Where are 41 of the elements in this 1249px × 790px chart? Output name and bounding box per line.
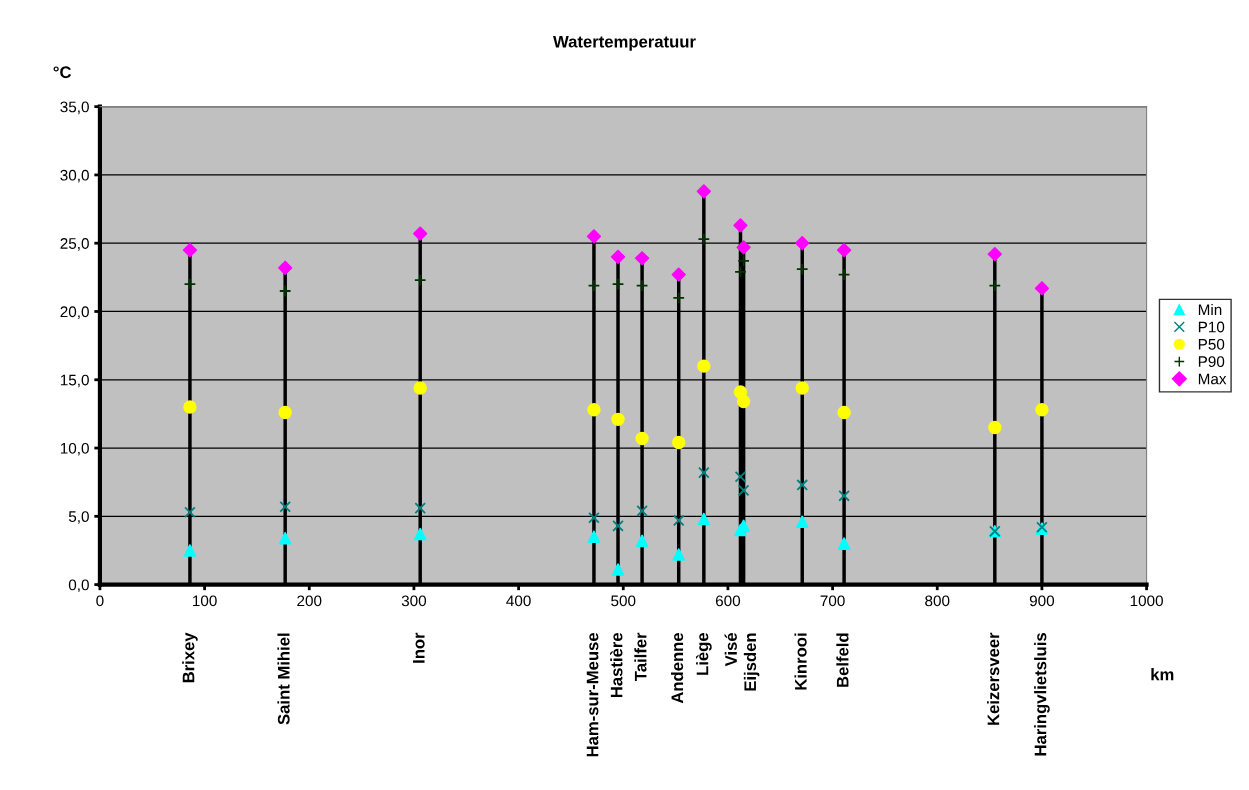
x-tick-label: 900 bbox=[1029, 595, 1055, 607]
y-tick-label: 20,0 bbox=[60, 306, 89, 319]
legend-label: P50 bbox=[1198, 338, 1225, 350]
legend-label: Min bbox=[1198, 303, 1222, 315]
x-tick-label: 400 bbox=[506, 595, 531, 607]
legend-label: Max bbox=[1198, 373, 1227, 385]
y-tick-label: 35,0 bbox=[60, 101, 89, 115]
text: Visé bbox=[724, 632, 737, 667]
x-tick-label: 0 bbox=[96, 595, 104, 607]
text: Belfeld bbox=[836, 633, 849, 687]
y-tick-label: 25,0 bbox=[60, 238, 89, 251]
y-tick-label: 5,0 bbox=[68, 511, 89, 524]
x-tick-label: 200 bbox=[297, 595, 322, 607]
legend-label: P10 bbox=[1198, 321, 1225, 333]
x-tick-label: 100 bbox=[193, 595, 217, 607]
text: Kinrooi bbox=[794, 633, 807, 690]
legend-label: P90 bbox=[1198, 356, 1225, 368]
text: Saint Mihiel bbox=[277, 633, 290, 725]
text: Haringvlietsluis bbox=[1034, 633, 1050, 756]
text: Liège bbox=[695, 632, 712, 675]
text: Hastière bbox=[610, 632, 623, 698]
x-tick-label: 500 bbox=[611, 595, 636, 607]
text: Andenne bbox=[670, 632, 684, 704]
y-tick-label: 30,0 bbox=[60, 169, 89, 183]
x-tick-label: 700 bbox=[820, 595, 845, 607]
text: Tailfer bbox=[634, 632, 647, 681]
text: Brixey bbox=[182, 632, 198, 683]
y-tick-label: 0,0 bbox=[68, 579, 89, 593]
y-axis-title: °C bbox=[53, 66, 72, 79]
x-tick-label: 800 bbox=[925, 595, 950, 607]
x-tick-label: 300 bbox=[401, 595, 427, 607]
text: Keizersveer bbox=[987, 632, 1000, 725]
text: Eijsden bbox=[743, 633, 760, 691]
text: Inor bbox=[413, 632, 425, 663]
x-tick-label: 600 bbox=[715, 595, 741, 607]
y-tick-label: 15,0 bbox=[60, 374, 89, 388]
y-tick-label: 10,0 bbox=[60, 442, 89, 456]
text: Ham-sur-Meuse bbox=[586, 632, 599, 757]
x-tick-label: 1000 bbox=[1130, 595, 1163, 607]
chart-title: Watertemperatuur bbox=[553, 35, 696, 51]
x-axis-title: km bbox=[1151, 668, 1174, 681]
